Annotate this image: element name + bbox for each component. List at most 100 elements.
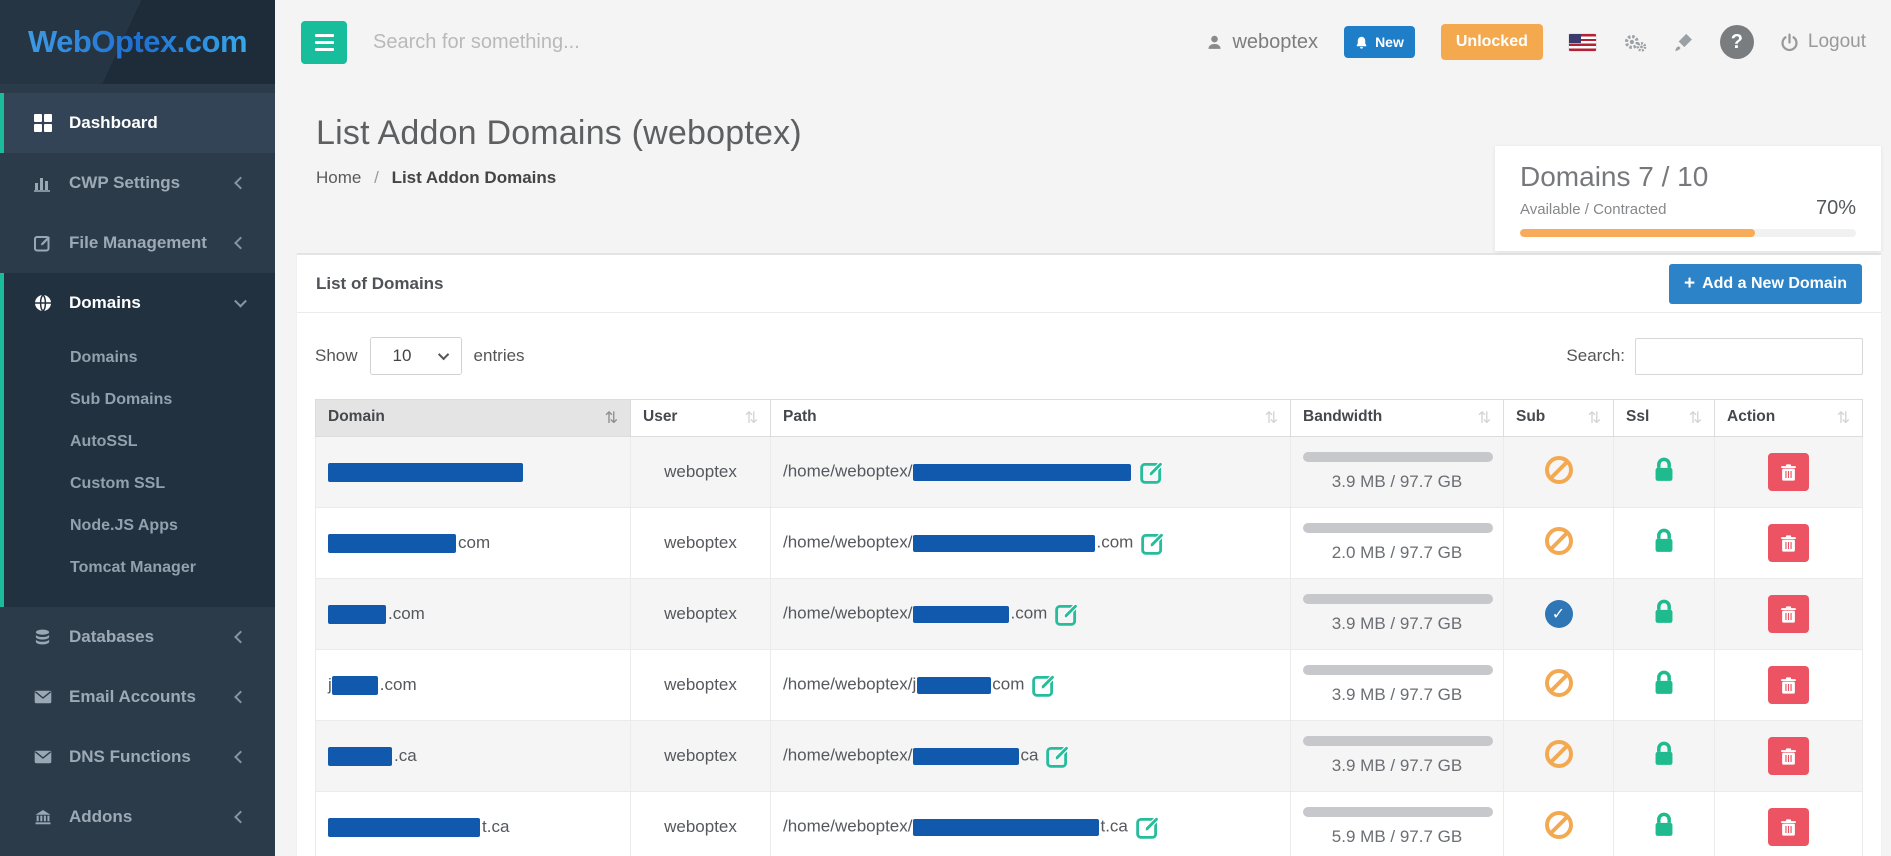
- unlocked-button[interactable]: Unlocked: [1441, 24, 1543, 60]
- delete-domain-button[interactable]: [1768, 595, 1809, 633]
- sidebar-subitem-domains[interactable]: Domains: [4, 337, 275, 379]
- ssl-lock-icon[interactable]: [1652, 823, 1676, 842]
- table-row: .com weboptex /home/weboptex/.com 3.9 MB…: [316, 579, 1863, 650]
- entries-label: entries: [474, 346, 525, 366]
- domains-quota-percent: 70%: [1816, 197, 1856, 220]
- theme-brush-icon[interactable]: [1673, 32, 1694, 53]
- logo-text: WebOptex.com: [28, 24, 247, 60]
- topbar: weboptex New Unlocked ?: [275, 0, 1891, 84]
- delete-domain-button[interactable]: [1768, 666, 1809, 704]
- column-header-sub[interactable]: Sub⇅: [1504, 400, 1614, 437]
- column-header-action[interactable]: Action⇅: [1715, 400, 1863, 437]
- delete-domain-button[interactable]: [1768, 524, 1809, 562]
- edit-path-icon[interactable]: [1141, 531, 1165, 555]
- redacted-path: [913, 748, 1019, 765]
- delete-domain-button[interactable]: [1768, 808, 1809, 846]
- chevron-left-icon: [234, 177, 247, 190]
- sidebar-subitem-sub-domains[interactable]: Sub Domains: [4, 379, 275, 421]
- topbar-right: weboptex New Unlocked ?: [1206, 24, 1866, 60]
- delete-domain-button[interactable]: [1768, 737, 1809, 775]
- help-icon[interactable]: ?: [1720, 25, 1754, 59]
- ssl-lock-icon[interactable]: [1652, 539, 1676, 558]
- sub-blocked-icon[interactable]: [1545, 456, 1573, 484]
- sub-enabled-icon[interactable]: ✓: [1545, 600, 1573, 628]
- sub-blocked-icon[interactable]: [1545, 740, 1573, 768]
- domains-submenu: Domains Sub Domains AutoSSL Custom SSL N…: [4, 333, 275, 607]
- ssl-lock-icon[interactable]: [1652, 468, 1676, 487]
- main-area: weboptex New Unlocked ?: [275, 0, 1891, 856]
- action-cell: [1715, 792, 1863, 856]
- sidebar-item-dashboard[interactable]: Dashboard: [0, 93, 275, 153]
- ssl-lock-icon[interactable]: [1652, 681, 1676, 700]
- sidebar-item-addons[interactable]: Addons: [0, 787, 275, 847]
- sidebar-item-dns-functions[interactable]: DNS Functions: [0, 727, 275, 787]
- redacted-domain: [328, 818, 480, 837]
- power-icon: [1780, 33, 1799, 52]
- sidebar-toggle-button[interactable]: [301, 21, 347, 64]
- logout-button[interactable]: Logout: [1780, 31, 1866, 53]
- ssl-cell: [1614, 579, 1715, 650]
- sidebar-subitem-tomcat-manager[interactable]: Tomcat Manager: [4, 547, 275, 589]
- column-header-bandwidth[interactable]: Bandwidth⇅: [1291, 400, 1504, 437]
- sidebar-item-email-accounts[interactable]: Email Accounts: [0, 667, 275, 727]
- sidebar-item-label: Addons: [69, 807, 132, 827]
- edit-path-icon[interactable]: [1046, 744, 1070, 768]
- ssl-lock-icon[interactable]: [1652, 610, 1676, 629]
- action-cell: [1715, 579, 1863, 650]
- breadcrumb-home-link[interactable]: Home: [316, 168, 361, 187]
- sidebar-item-databases[interactable]: Databases: [0, 607, 275, 667]
- sidebar-subitem-autossl[interactable]: AutoSSL: [4, 421, 275, 463]
- domains-quota-card: Domains 7 / 10 Available / Contracted 70…: [1495, 146, 1881, 251]
- ssl-cell: [1614, 792, 1715, 856]
- column-header-user[interactable]: User⇅: [631, 400, 771, 437]
- edit-path-icon[interactable]: [1136, 815, 1160, 839]
- sub-cell: [1504, 508, 1614, 579]
- add-new-domain-button[interactable]: + Add a New Domain: [1669, 264, 1862, 304]
- domain-cell: t.ca: [316, 792, 631, 856]
- bandwidth-bar: [1303, 452, 1493, 462]
- column-header-path[interactable]: Path⇅: [771, 400, 1291, 437]
- sort-icon: ⇅: [1588, 408, 1601, 428]
- user-cell: weboptex: [631, 721, 771, 792]
- edit-path-icon[interactable]: [1140, 460, 1164, 484]
- sidebar: WebOptex.com Dashboard CWP Settings: [0, 0, 275, 856]
- domains-quota-subtitle: Available / Contracted: [1520, 201, 1666, 218]
- sidebar-item-domains[interactable]: Domains: [4, 273, 275, 333]
- sidebar-subitem-nodejs-apps[interactable]: Node.JS Apps: [4, 505, 275, 547]
- page-size-value: 10: [393, 346, 412, 366]
- notifications-badge[interactable]: New: [1344, 26, 1415, 58]
- sidebar-group-domains: Domains Domains Sub Domains AutoSSL Cust…: [0, 273, 275, 607]
- sidebar-subitem-custom-ssl[interactable]: Custom SSL: [4, 463, 275, 505]
- settings-cogs-icon[interactable]: [1622, 32, 1647, 53]
- ssl-lock-icon[interactable]: [1652, 752, 1676, 771]
- sub-blocked-icon[interactable]: [1545, 669, 1573, 697]
- edit-path-icon[interactable]: [1032, 673, 1056, 697]
- column-header-ssl[interactable]: Ssl⇅: [1614, 400, 1715, 437]
- action-cell: [1715, 650, 1863, 721]
- logo[interactable]: WebOptex.com: [0, 0, 275, 84]
- redacted-domain: [328, 747, 392, 766]
- table-row: j.com weboptex /home/weboptex/jcom 3.9 M…: [316, 650, 1863, 721]
- edit-path-icon[interactable]: [1055, 602, 1079, 626]
- language-flag-us-icon[interactable]: [1569, 34, 1596, 51]
- bandwidth-cell: 3.9 MB / 97.7 GB: [1291, 437, 1504, 508]
- page-size-select[interactable]: 10: [370, 337, 462, 375]
- table-row: .ca weboptex /home/weboptex/ca 3.9 MB / …: [316, 721, 1863, 792]
- bandwidth-bar: [1303, 523, 1493, 533]
- path-cell: /home/weboptex/jcom: [771, 650, 1291, 721]
- sidebar-item-cwp-settings[interactable]: CWP Settings: [0, 153, 275, 213]
- table-search-input[interactable]: [1635, 338, 1863, 375]
- column-header-domain[interactable]: Domain⇅: [316, 400, 631, 437]
- domain-cell: j.com: [316, 650, 631, 721]
- sub-blocked-icon[interactable]: [1545, 527, 1573, 555]
- sidebar-item-file-management[interactable]: File Management: [0, 213, 275, 273]
- global-search-input[interactable]: [373, 31, 833, 54]
- user-menu[interactable]: weboptex: [1206, 31, 1318, 54]
- chevron-left-icon: [234, 691, 247, 704]
- sub-blocked-icon[interactable]: [1545, 811, 1573, 839]
- action-cell: [1715, 437, 1863, 508]
- add-new-domain-label: Add a New Domain: [1702, 275, 1847, 293]
- username: weboptex: [1232, 31, 1318, 54]
- new-badge-label: New: [1375, 34, 1404, 50]
- delete-domain-button[interactable]: [1768, 453, 1809, 491]
